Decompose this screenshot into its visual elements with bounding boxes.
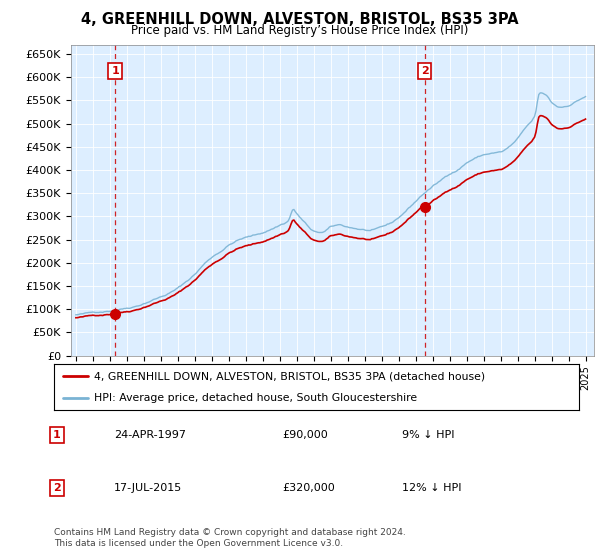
Text: £90,000: £90,000 xyxy=(282,430,328,440)
Text: 12% ↓ HPI: 12% ↓ HPI xyxy=(402,483,461,493)
Text: 1: 1 xyxy=(53,430,61,440)
Text: 2: 2 xyxy=(421,66,428,76)
Text: HPI: Average price, detached house, South Gloucestershire: HPI: Average price, detached house, Sout… xyxy=(94,394,418,403)
Text: 4, GREENHILL DOWN, ALVESTON, BRISTOL, BS35 3PA (detached house): 4, GREENHILL DOWN, ALVESTON, BRISTOL, BS… xyxy=(94,371,485,381)
Text: Price paid vs. HM Land Registry’s House Price Index (HPI): Price paid vs. HM Land Registry’s House … xyxy=(131,24,469,36)
Text: 17-JUL-2015: 17-JUL-2015 xyxy=(114,483,182,493)
Text: 4, GREENHILL DOWN, ALVESTON, BRISTOL, BS35 3PA: 4, GREENHILL DOWN, ALVESTON, BRISTOL, BS… xyxy=(81,12,519,27)
Text: £320,000: £320,000 xyxy=(282,483,335,493)
Text: 9% ↓ HPI: 9% ↓ HPI xyxy=(402,430,455,440)
Text: 2: 2 xyxy=(53,483,61,493)
Text: Contains HM Land Registry data © Crown copyright and database right 2024.
This d: Contains HM Land Registry data © Crown c… xyxy=(54,528,406,548)
Text: 24-APR-1997: 24-APR-1997 xyxy=(114,430,186,440)
Text: 1: 1 xyxy=(111,66,119,76)
